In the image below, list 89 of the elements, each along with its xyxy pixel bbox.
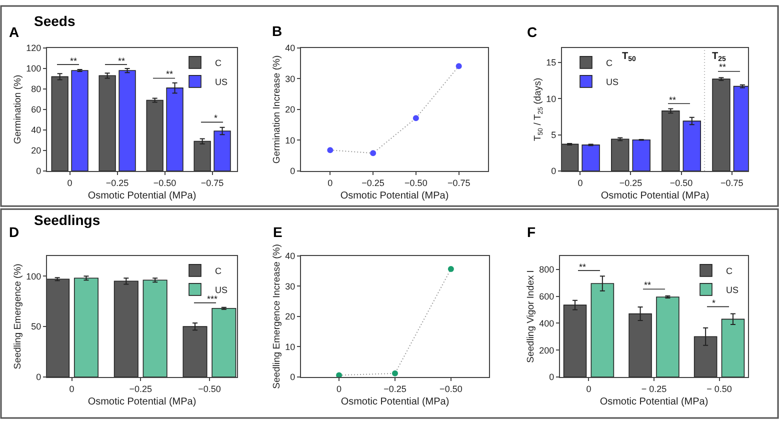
y-tick-label: 0: [549, 372, 554, 382]
annotation: **: [166, 69, 174, 79]
legend-label: US: [606, 76, 619, 87]
legend-label: C: [215, 266, 222, 276]
y-tick-label: 40: [285, 43, 296, 54]
x-tick-label: −0.50: [440, 384, 462, 394]
x-axis-title: Osmotic Potential (MPa): [340, 396, 450, 408]
x-axis-title: Osmotic Potential (MPa): [600, 396, 708, 408]
x-tick-label: 0: [67, 178, 72, 188]
x-tick-label: − 0.50: [706, 384, 732, 394]
y-tick-label: 0: [36, 166, 42, 176]
y-tick-label: 800: [539, 264, 554, 275]
y-tick-label: 20: [285, 104, 296, 115]
x-axis-title: Osmotic Potential (MPa): [88, 190, 196, 202]
chart-subtitle: Seeds: [34, 13, 76, 29]
y-tick-label: 10: [285, 342, 296, 352]
y-tick-label: 200: [539, 345, 554, 356]
annotation: **: [669, 95, 676, 105]
chart-title: A: [9, 24, 20, 40]
y-tick-label: 400: [539, 318, 554, 328]
y-tick-label: 600: [539, 291, 554, 302]
y-tick-label: 0: [290, 372, 296, 382]
legend-label: US: [726, 284, 739, 295]
y-tick-label: 50: [31, 322, 42, 332]
y-tick-label: 30: [285, 74, 296, 84]
annotation: *: [214, 113, 218, 123]
annotation: ***: [207, 294, 218, 304]
y-tick-label: 20: [31, 146, 42, 156]
x-tick-label: −0.25: [106, 178, 129, 188]
y-axis-title: Germination Increase (%): [271, 55, 282, 164]
x-tick-label: −0.50: [670, 178, 693, 188]
legend-label: US: [215, 284, 228, 295]
chart-title: D: [9, 224, 20, 240]
y-tick-label: 40: [31, 125, 42, 136]
x-tick-label: 0: [336, 384, 342, 394]
y-tick-label: 0: [36, 372, 42, 382]
x-tick-label: − 0.25: [641, 384, 667, 394]
y-tick-label: 100: [26, 64, 42, 74]
annotation: **: [644, 280, 652, 290]
chart-subtitle: Seedlings: [34, 212, 100, 228]
x-tick-label: −0.25: [619, 178, 642, 188]
x-tick-label: 0: [69, 384, 74, 394]
annotation: T$_{25}$: [712, 51, 726, 64]
y-tick-label: 60: [31, 104, 42, 115]
chart-title: E: [273, 224, 282, 240]
legend-label: C: [606, 58, 613, 68]
y-axis-title: Seedling Emergence Increase (%): [271, 244, 282, 389]
y-tick-label: 40: [285, 251, 296, 262]
x-axis-title: Osmotic Potential (MPa): [340, 190, 449, 202]
x-tick-label: −0.25: [362, 178, 384, 188]
annotation: *: [712, 298, 716, 308]
annotation: T$_{50}$: [622, 51, 636, 64]
x-tick-label: 0: [578, 178, 583, 188]
legend-label: C: [726, 266, 733, 276]
y-tick-label: 0: [551, 166, 556, 176]
annotation: **: [70, 56, 78, 66]
y-tick-label: 10: [285, 135, 296, 146]
x-tick-label: −0.75: [447, 178, 470, 188]
x-tick-label: −0.50: [404, 178, 428, 188]
x-tick-label: 0: [586, 384, 592, 394]
y-tick-label: 30: [285, 281, 296, 292]
y-tick-label: 20: [285, 312, 296, 322]
x-axis-title: Osmotic Potential (MPa): [600, 190, 710, 202]
y-tick-label: 0: [290, 166, 296, 176]
y-axis-title: Seedling Vigor Index I: [525, 270, 536, 363]
x-tick-label: −0.25: [129, 384, 152, 394]
x-tick-label: −0.75: [720, 178, 744, 188]
chart-title: C: [527, 24, 538, 40]
y-axis-title: Seedling Emergence (%): [12, 264, 24, 370]
x-tick-label: −0.50: [198, 384, 221, 394]
annotation: **: [719, 62, 726, 72]
chart-title: B: [272, 23, 282, 39]
chart-title: F: [527, 224, 536, 240]
legend-label: C: [215, 58, 222, 68]
x-axis-title: Osmotic Potential (MPa): [88, 396, 196, 408]
x-tick-label: 0: [328, 178, 333, 188]
y-tick-label: 100: [26, 271, 42, 282]
y-tick-label: 15: [546, 58, 556, 68]
annotation: **: [579, 262, 586, 272]
x-tick-label: −0.50: [153, 178, 176, 188]
y-tick-label: 10: [546, 94, 556, 104]
x-tick-label: −0.25: [384, 384, 406, 394]
y-tick-label: 80: [31, 84, 42, 94]
annotation: **: [118, 56, 126, 66]
y-tick-label: 5: [551, 130, 556, 140]
y-axis-title: Germination (%): [12, 74, 24, 144]
y-tick-label: 120: [26, 43, 42, 54]
x-tick-label: −0.75: [200, 178, 224, 188]
legend-label: US: [215, 76, 228, 87]
